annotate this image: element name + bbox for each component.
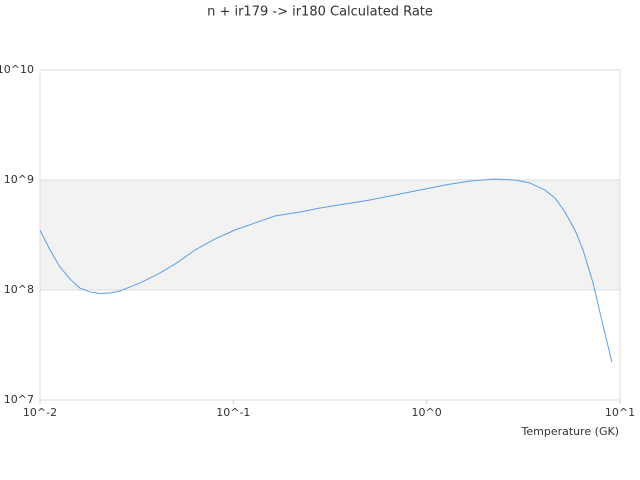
data-line <box>39 178 613 363</box>
plot-frame <box>39 69 621 401</box>
x-tick-label: 10^-2 <box>23 406 57 419</box>
chart-title: n + ir179 -> ir180 Calculated Rate <box>207 5 433 20</box>
x-tick-label: 10^1 <box>605 406 635 419</box>
x-axis-label: Temperature (GK) <box>521 425 620 438</box>
y-tick-label: 10^9 <box>4 173 34 186</box>
x-tick-label: 10^0 <box>412 406 442 419</box>
y-tick-label: 10^10 <box>0 63 34 76</box>
y-tick-label: 10^7 <box>4 393 34 406</box>
grid-band <box>40 180 620 290</box>
x-tick-label: 10^-1 <box>216 406 250 419</box>
y-tick-label: 10^8 <box>4 283 34 296</box>
